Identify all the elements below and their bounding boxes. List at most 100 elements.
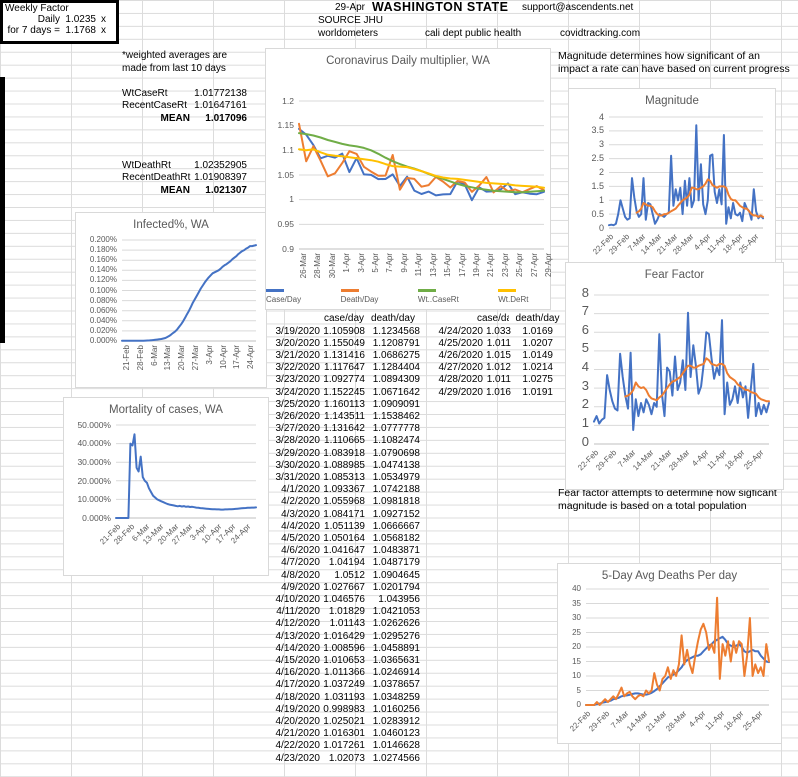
y-tick-label: 0.040%	[89, 315, 117, 325]
cell-case: 1.092774	[323, 374, 365, 386]
table-row: 4/6/2020 1.041647 1.0483871	[250, 545, 425, 557]
y-tick-label: 1.05	[277, 169, 294, 180]
case-col-header: case/day	[323, 313, 365, 324]
source-covidtracking: covidtracking.com	[560, 28, 641, 39]
cell-death: 1.0262626	[372, 618, 420, 630]
x-tick-label: 5-Apr	[371, 253, 381, 273]
cell-date: 4/16/2020	[275, 667, 321, 679]
cell-death: 1.0568182	[372, 532, 420, 544]
cell-date: 3/22/2020	[275, 362, 321, 374]
y-tick-label: 10	[572, 671, 581, 680]
cell-case: 1.01143	[329, 618, 365, 630]
cell-death: 1.0191	[522, 386, 553, 398]
deaths-per-day-chart[interactable]: 5-Day Avg Deaths Per day 40 35 30 25 20 15 10 5 0…	[557, 563, 782, 744]
cell-death: 1.1208791	[372, 337, 420, 349]
cell-death: 1.0201794	[372, 581, 420, 593]
x-tick-label: 27-Apr	[529, 253, 539, 278]
y-tick-label: 0	[581, 433, 589, 449]
cell-death: 1.0927152	[372, 508, 420, 520]
cell-death: 1.043956	[378, 593, 420, 605]
cell-death: 1.0365631	[372, 654, 420, 666]
cell-date: 3/21/2020	[275, 349, 321, 361]
cell-date: 3/20/2020	[275, 337, 321, 349]
cell-death: 1.0790698	[372, 447, 420, 459]
cell-case: 1.011	[486, 337, 511, 349]
x-tick-label: 28-Feb	[135, 345, 145, 371]
table-row: 4/25/2020 1.011 1.0207	[415, 338, 560, 350]
cell-case: 1.055968	[323, 496, 365, 508]
state-title: WASHINGTON STATE	[372, 0, 509, 14]
fear-factor-chart[interactable]: Fear Factor 8 7 6 5 4 3 2 1 0 22-Feb 29-Feb 7-Mar 14-…	[565, 262, 784, 490]
chart-title: Coronavirus Daily multiplier, WA	[326, 55, 490, 67]
cell-case: 1.093367	[323, 484, 365, 496]
death-mean-label: MEAN	[160, 185, 190, 196]
table-row: 4/7/2020 1.04194 1.0487179	[250, 557, 425, 569]
y-tick-label: 50.000%	[77, 419, 111, 430]
mortality-chart[interactable]: Mortality of cases, WA 50.000% 40.000% 30.0…	[63, 397, 269, 576]
x-tick-label: 13-Mar	[163, 345, 173, 371]
cell-death: 1.0378657	[372, 679, 420, 691]
table-row: 4/23/2020 1.02073 1.0274566	[250, 753, 425, 765]
cell-date: 3/31/2020	[275, 471, 321, 483]
legend-item: Wt.DeRt	[498, 286, 550, 304]
cell-date: 4/2/2020	[281, 496, 320, 508]
table-row: 3/27/2020 1.131642 1.0777778	[250, 423, 425, 435]
table-row: 3/24/2020 1.152245 1.0671642	[250, 387, 425, 399]
cell-date: 4/25/2020	[438, 337, 484, 349]
table-row: 3/23/2020 1.092774 1.0894309	[250, 374, 425, 386]
cell-death: 1.0671642	[372, 386, 420, 398]
y-tick-label: 30	[572, 613, 581, 622]
cell-death: 1.0666667	[372, 520, 420, 532]
cell-date: 4/3/2020	[281, 508, 320, 520]
cell-death: 1.1284404	[372, 362, 420, 374]
y-tick-label: 20	[572, 642, 581, 651]
cell-death: 1.0458891	[372, 642, 420, 654]
week-unit: x	[101, 25, 106, 36]
y-tick-label: 40.000%	[77, 438, 111, 449]
cell-case: 1.01829	[328, 606, 365, 618]
x-tick-label: 28-Mar	[313, 253, 323, 279]
cell-death: 1.0283912	[372, 715, 420, 727]
cell-date: 4/20/2020	[275, 715, 321, 727]
table-row: 4/21/2020 1.016301 1.0460123	[250, 728, 425, 740]
cell-date: 4/5/2020	[281, 532, 320, 544]
chart-title: Magnitude	[645, 95, 699, 107]
weighted-note-line2: made from last 10 days	[122, 63, 226, 74]
y-tick-label: 1	[598, 194, 604, 205]
daily-multiplier-chart[interactable]: Coronavirus Daily multiplier, WA 1.2 1.15 1…	[265, 48, 553, 310]
cell-death: 1.0981818	[372, 496, 420, 508]
table-row: 4/8/2020 1.0512 1.0904645	[250, 570, 425, 582]
legend-swatch-icon	[498, 289, 517, 293]
y-tick-label: 4	[598, 111, 604, 122]
y-tick-label: 2.5	[591, 153, 604, 164]
y-tick-label: 35	[572, 598, 581, 608]
table-row: 4/18/2020 1.031193 1.0348259	[250, 692, 425, 704]
infected-percent-chart[interactable]: Infected%, WA 0.200% 0.180% 0.160% 0.140% 0.1…	[75, 212, 267, 388]
cell-case: 1.033	[485, 325, 511, 337]
table-row: 3/19/2020 1.105908 1.1234568	[250, 326, 425, 338]
cell-death: 1.0904645	[372, 569, 420, 581]
table-row: 4/28/2020 1.011 1.0275	[415, 374, 560, 386]
y-tick-label: 1.2	[282, 95, 294, 106]
x-tick-label: 11-Apr	[414, 253, 424, 277]
table-row: 4/9/2020 1.027667 1.0201794	[250, 582, 425, 594]
table-row: 3/26/2020 1.143511 1.1538462	[250, 411, 425, 423]
cell-date: 4/21/2020	[275, 728, 321, 740]
y-tick-label: 20.000%	[77, 475, 111, 486]
cell-case: 1.027667	[323, 581, 365, 593]
death-col-header: death/day	[371, 313, 415, 324]
fear-note-line1: Fear factor attempts to determine how si…	[558, 487, 777, 499]
y-tick-label: 3.5	[591, 125, 604, 136]
x-tick-label: 6-Mar	[149, 345, 159, 366]
wtdeathrt-label: WtDeathRt	[122, 160, 171, 171]
cell-death: 1.0348259	[372, 691, 420, 703]
death-mean-value: 1.021307	[205, 185, 247, 196]
cell-death: 1.0483871	[372, 545, 420, 557]
cell-death: 1.0460123	[372, 728, 420, 740]
cell-case: 1.051139	[324, 520, 365, 532]
magnitude-chart[interactable]: Magnitude 4 3.5 3 2.5 2 1.5 1 0.5 0 22-Feb 29-Feb 7-…	[568, 88, 776, 264]
cell-death: 1.0207	[522, 337, 553, 349]
x-tick-label: 3-Apr	[204, 345, 214, 365]
cell-date: 4/17/2020	[275, 679, 321, 691]
